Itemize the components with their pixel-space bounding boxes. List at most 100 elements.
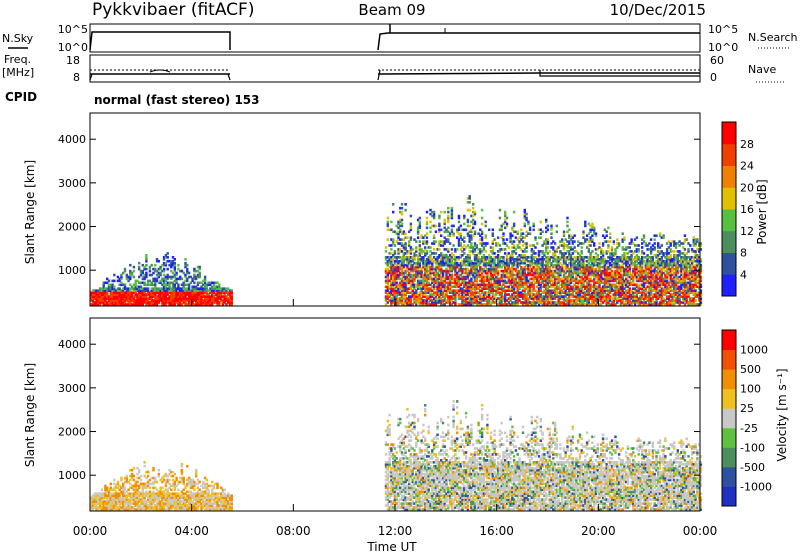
heatmap-cell xyxy=(432,291,436,294)
heatmap-cell xyxy=(450,291,454,294)
heatmap-cell xyxy=(443,236,446,239)
heatmap-cell xyxy=(546,269,550,273)
heatmap-cell xyxy=(569,265,573,269)
heatmap-cell xyxy=(641,301,644,304)
heatmap-cell xyxy=(164,277,168,281)
heatmap-cell xyxy=(404,297,407,300)
heatmap-cell xyxy=(461,259,464,263)
heatmap-cell xyxy=(425,242,429,245)
heatmap-cell xyxy=(118,293,121,296)
heatmap-cell xyxy=(459,273,462,277)
heatmap-cell xyxy=(408,258,411,261)
heatmap-cell xyxy=(496,283,500,287)
heatmap-cell xyxy=(545,273,548,277)
heatmap-cell xyxy=(625,265,628,269)
heatmap-cell xyxy=(525,287,528,290)
heatmap-cell xyxy=(443,277,446,281)
heatmap-cell xyxy=(566,301,569,304)
heatmap-cell xyxy=(182,291,185,294)
heatmap-cell xyxy=(505,275,509,279)
heatmap-cell xyxy=(472,275,475,279)
heatmap-cell xyxy=(536,301,539,304)
heatmap-cell xyxy=(409,259,413,263)
heatmap-cell xyxy=(514,291,518,294)
heatmap-cell xyxy=(557,291,560,294)
heatmap-cell xyxy=(491,287,494,290)
heatmap-cell xyxy=(545,281,548,285)
heatmap-cell xyxy=(470,299,473,302)
heatmap-cell xyxy=(616,258,619,261)
heatmap-cell xyxy=(543,295,546,298)
heatmap-cell xyxy=(594,299,598,302)
heatmap-cell xyxy=(461,261,464,265)
heatmap-cell xyxy=(216,299,219,302)
heatmap-cell xyxy=(543,242,546,245)
heatmap-cell xyxy=(438,259,441,263)
heatmap-cell xyxy=(580,303,583,306)
heatmap-cell xyxy=(660,283,663,287)
heatmap-cell xyxy=(138,293,141,296)
heatmap-cell xyxy=(591,238,594,241)
heatmap-cell xyxy=(452,289,455,292)
heatmap-cell xyxy=(644,295,647,298)
heatmap-cell xyxy=(448,301,452,304)
heatmap-cell xyxy=(415,301,418,304)
heatmap-cell xyxy=(552,273,555,277)
heatmap-cell xyxy=(541,285,544,289)
heatmap-cell xyxy=(626,246,630,249)
heatmap-cell xyxy=(582,279,585,283)
heatmap-cell xyxy=(646,299,649,302)
heatmap-cell xyxy=(527,273,530,277)
heatmap-cell xyxy=(514,279,518,283)
heatmap-cell xyxy=(578,281,582,285)
heatmap-cell xyxy=(509,295,512,298)
heatmap-cell xyxy=(562,254,566,257)
heatmap-cell xyxy=(164,303,168,306)
heatmap-cell xyxy=(223,295,226,298)
heatmap-cell xyxy=(404,242,407,245)
heatmap-cell xyxy=(402,275,405,279)
heatmap-cell xyxy=(584,299,587,302)
heatmap-cell xyxy=(591,293,594,296)
heatmap-cell xyxy=(552,291,555,294)
heatmap-cell xyxy=(550,263,553,267)
heatmap-cell xyxy=(138,267,141,271)
heatmap-cell xyxy=(447,295,450,298)
heatmap-cell xyxy=(571,279,574,283)
heatmap-cell xyxy=(418,250,421,253)
heatmap-cell xyxy=(216,289,219,292)
heatmap-cell xyxy=(182,283,185,287)
heatmap-cell xyxy=(658,246,662,249)
heatmap-cell xyxy=(473,212,477,216)
heatmap-cell xyxy=(464,281,468,285)
heatmap-cell xyxy=(575,297,578,300)
heatmap-cell xyxy=(395,301,398,304)
heatmap-cell xyxy=(111,289,114,292)
heatmap-cell xyxy=(548,281,551,285)
heatmap-cell xyxy=(665,254,669,257)
heatmap-cell xyxy=(440,259,443,263)
heatmap-cell xyxy=(603,281,607,285)
heatmap-cell xyxy=(623,261,626,265)
heatmap-cell xyxy=(477,232,480,235)
heatmap-cell xyxy=(593,295,596,298)
heatmap-cell xyxy=(518,277,521,281)
heatmap-cell xyxy=(399,263,402,267)
heatmap-cell xyxy=(475,271,478,275)
heatmap-cell xyxy=(575,263,578,267)
heatmap-cell xyxy=(209,303,212,306)
heatmap-cell xyxy=(500,226,503,230)
heatmap-cell xyxy=(536,299,539,302)
heatmap-cell xyxy=(507,303,510,306)
heatmap-cell xyxy=(409,279,413,283)
heatmap-cell xyxy=(472,295,475,298)
heatmap-cell xyxy=(413,291,416,294)
heatmap-cell xyxy=(392,293,395,296)
heatmap-cell xyxy=(607,289,610,292)
heatmap-cell xyxy=(425,265,429,269)
heatmap-cell xyxy=(402,256,405,259)
heatmap-cell xyxy=(571,293,574,296)
heatmap-cell xyxy=(532,261,535,265)
heatmap-cell xyxy=(548,297,551,300)
heatmap-cell xyxy=(600,273,603,277)
